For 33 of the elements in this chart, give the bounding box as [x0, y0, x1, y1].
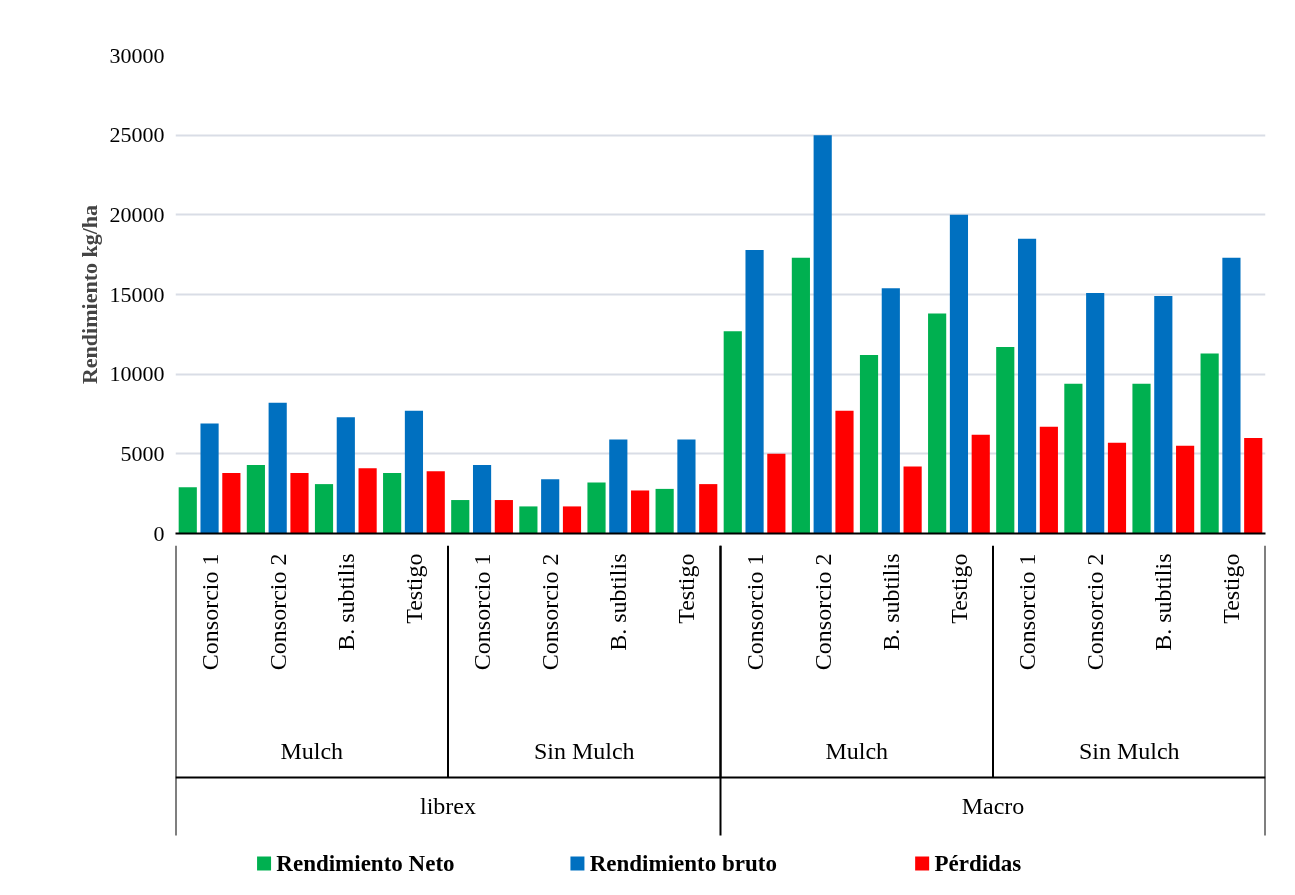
x-tick-label: Consorcio 1: [196, 553, 223, 671]
x-tick-label: B. subtilis: [332, 553, 359, 651]
text: Sin Mulch: [1078, 737, 1180, 764]
y-axis-title: Rendimiento kg/ha: [76, 204, 102, 385]
text: Macro: [961, 792, 1025, 819]
x-tick-label: Testigo: [945, 553, 972, 624]
y-tick-label: 5000: [120, 440, 165, 466]
legend-label: Pérdidas: [934, 851, 1022, 876]
x-tick-label: Consorcio 1: [1014, 553, 1041, 671]
y-tick-label: 25000: [109, 122, 165, 148]
x-tick-label: Consorcio 1: [741, 553, 768, 671]
text: librex: [420, 792, 476, 819]
y-tick-label: 30000: [109, 42, 165, 68]
x-tick-label: B. subtilis: [877, 553, 904, 651]
x-tick-label: Consorcio 2: [809, 553, 836, 671]
x-tick-label: Consorcio 2: [264, 553, 291, 671]
y-tick-label: 15000: [109, 281, 165, 307]
x-tick-label: Consorcio 2: [537, 553, 564, 671]
legend-label: Rendimiento bruto: [589, 851, 777, 876]
legend-label: Rendimiento Neto: [276, 851, 455, 876]
text: Mulch: [280, 737, 344, 764]
x-tick-label: Testigo: [673, 553, 700, 624]
text: Mulch: [825, 737, 889, 764]
y-tick-label: 20000: [109, 201, 165, 227]
x-tick-label: B. subtilis: [1150, 553, 1177, 651]
x-tick-label: Consorcio 1: [469, 553, 496, 671]
x-tick-label: Consorcio 2: [1082, 553, 1109, 671]
y-tick-label: 0: [153, 520, 165, 546]
y-tick-label: 10000: [109, 361, 165, 387]
x-tick-label: Testigo: [1218, 553, 1245, 624]
x-tick-label: B. subtilis: [605, 553, 632, 651]
x-tick-label: Testigo: [400, 553, 427, 624]
text: Sin Mulch: [533, 737, 635, 764]
